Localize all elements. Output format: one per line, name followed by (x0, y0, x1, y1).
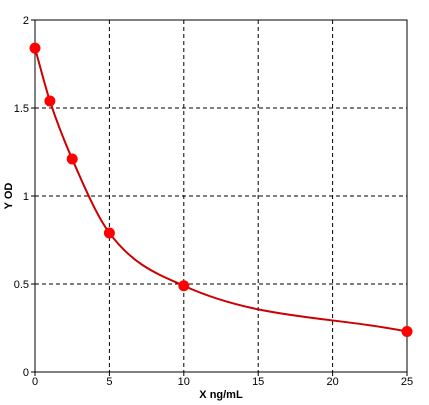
data-point (401, 326, 413, 338)
data-point (66, 153, 78, 165)
y-tick-label: 0 (23, 367, 29, 379)
x-tick-label: 20 (326, 376, 338, 388)
x-tick-label: 10 (178, 376, 190, 388)
data-point (103, 227, 115, 239)
y-tick-label: 2 (23, 15, 29, 27)
y-tick-label: 1.5 (14, 103, 29, 115)
ticks: 0 5 10 15 20 25 0 0.5 1 1.5 2 (14, 15, 413, 388)
x-tick-label: 25 (401, 376, 413, 388)
y-axis-title: Y OD (3, 183, 15, 210)
data-point (44, 95, 56, 107)
x-tick-label: 15 (252, 376, 264, 388)
data-point (29, 42, 41, 54)
x-tick-label: 0 (32, 376, 38, 388)
x-tick-label: 5 (106, 376, 112, 388)
grid (35, 20, 407, 372)
data-points (29, 42, 413, 338)
x-axis-title: X ng/mL (199, 389, 243, 401)
y-tick-label: 0.5 (14, 279, 29, 291)
y-tick-label: 1 (23, 191, 29, 203)
data-point (178, 280, 190, 292)
